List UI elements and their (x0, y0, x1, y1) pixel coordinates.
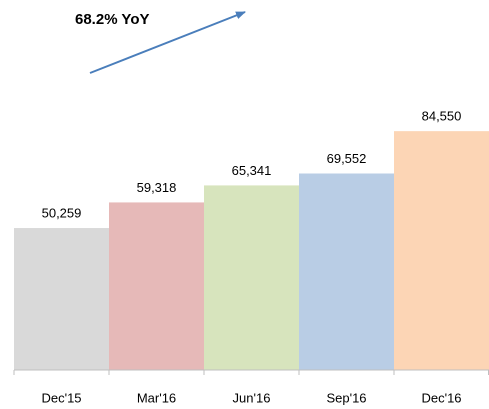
x-tick-label: Dec'16 (421, 390, 461, 405)
bar (204, 185, 299, 370)
value-label: 59,318 (137, 180, 177, 195)
x-tick-label: Dec'15 (41, 390, 81, 405)
bar (109, 202, 204, 370)
value-label: 69,552 (327, 151, 367, 166)
x-tick-label: Jun'16 (233, 390, 271, 405)
bar (394, 131, 489, 370)
x-tick-label: Mar'16 (137, 390, 176, 405)
value-label: 84,550 (422, 109, 462, 124)
annotation: 68.2% YoY (75, 11, 150, 28)
arrow (89, 11, 246, 74)
x-tick-label: Sep'16 (326, 390, 366, 405)
value-label: 50,259 (42, 205, 82, 220)
bar (299, 173, 394, 370)
bar (14, 228, 109, 370)
value-label: 65,341 (232, 163, 272, 178)
